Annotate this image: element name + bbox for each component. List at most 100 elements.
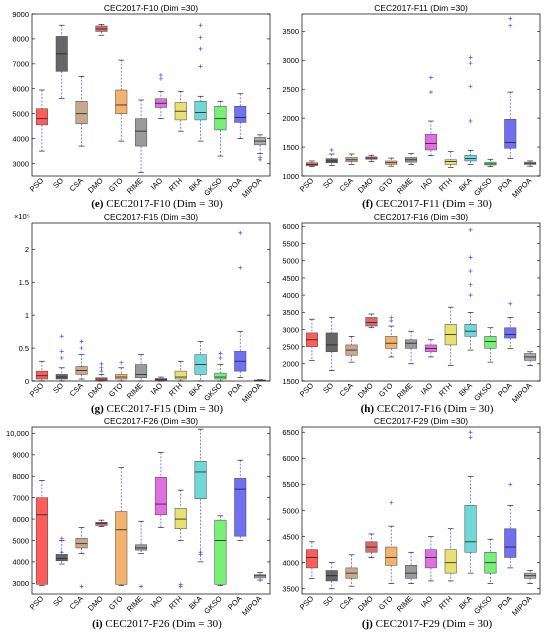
outlier-marker [158,73,163,78]
box-poa: POA [226,93,247,194]
x-tick-label: CSA [68,176,85,193]
box-iqr [194,100,207,121]
box-pso: PSO [28,480,48,612]
box-iqr [35,108,48,126]
outlier-marker [329,147,334,152]
panel-caption: (j) CEC2017-F29 (Dim = 30) [362,618,493,630]
box-bka: BKA [187,341,207,398]
x-tick-label: CSA [338,381,355,398]
box-iqr [444,549,457,574]
caption-letter: (e) [91,198,104,210]
x-tick-label: GKSO [202,381,224,403]
outlier-marker [198,64,203,69]
box-rth: RTH [437,151,457,193]
x-tick-label: PSO [28,594,46,612]
box-poa: POA [226,459,247,612]
box-pso: PSO [28,360,48,399]
x-tick-label: SO [51,381,65,395]
x-tick-label: BKA [457,594,474,611]
x-tick-label: BKA [457,176,474,193]
box-so: SO [51,536,68,608]
x-tick-label: MIPOA [240,176,263,199]
x-tick-label: RTH [167,381,184,398]
box-iqr [385,546,398,566]
plot-frame [301,426,541,595]
chart-title: CEC2017-F16 (Dim =30) [374,212,468,222]
x-tick-label: IAO [419,176,435,192]
outlier-marker [389,315,394,320]
y-tick-label: 3500 [282,27,299,36]
box-iqr [405,339,418,349]
outlier-marker [139,584,144,589]
x-tick-label: MIPOA [510,381,533,404]
x-tick-label: SO [51,594,65,608]
box-iqr [174,370,187,380]
x-tick-label: GTO [377,594,395,612]
box-pso: PSO [28,89,48,194]
box-pso: PSO [298,160,318,194]
box-iqr [75,100,88,124]
outlier-marker [508,23,513,28]
chart-title: CEC2017-F26 (Dim =30) [104,416,198,426]
panel-caption: (f) CEC2017-F11 (Dim = 30) [362,198,492,210]
caption-letter: (i) [92,618,103,630]
box-iqr [325,332,338,353]
box-iao: IAO [419,339,437,397]
box-rth: RTH [167,360,187,398]
box-iao: IAO [419,536,437,610]
outlier-marker [508,16,513,21]
caption-letter: (j) [362,618,373,630]
chart-title: CEC2017-F29 (Dim =30) [374,416,468,426]
outlier-marker [468,61,473,66]
box-poa: POA [226,230,247,399]
outlier-marker [468,269,473,274]
box-iqr [365,317,378,327]
box-rime: RIME [395,153,418,196]
outlier-marker [59,550,64,555]
box-csa: CSA [338,153,358,193]
plot-frame [301,13,541,177]
box-iqr [464,505,477,553]
box-csa: CSA [68,339,88,398]
x-tick-label: CSA [68,594,85,611]
box-gkso: GKSO [202,515,227,616]
plot-frame [31,222,271,382]
x-tick-label: BKA [187,176,204,193]
box-so: SO [321,147,338,190]
y-tick-label: 1500 [282,377,299,386]
box-gto: GTO [107,467,128,612]
box-dmo: DMO [356,313,378,400]
box-rime: RIME [395,330,418,401]
x-tick-label: RIME [395,176,415,196]
outlier-marker [79,584,84,589]
box-bka: BKA [457,227,477,398]
chart-panel-1: CEC2017-F10 (Dim =30) 3000 4000 5000 6000 700… [12,3,271,210]
box-pso: PSO [298,541,318,612]
outlier-marker [258,578,263,583]
box-iqr [254,574,267,579]
outlier-marker [59,334,64,339]
x-tick-label: DMO [86,381,105,400]
outlier-marker [389,318,394,323]
box-rime: RIME [395,551,418,614]
box-bka: BKA [457,430,477,611]
y-tick-label: 8000 [12,472,29,481]
box-rth: RTH [437,528,457,611]
x-tick-label: MIPOA [240,594,263,617]
outlier-marker [218,351,223,356]
x-tick-label: GKSO [202,594,224,616]
box-gkso: GKSO [472,158,497,198]
outlier-marker [468,84,473,89]
box-csa: CSA [68,527,88,611]
outlier-marker [468,255,473,260]
box-iqr [135,118,148,147]
outlier-marker [468,435,473,440]
box-iqr [135,364,148,378]
outlier-marker [218,355,223,360]
box-iqr [214,519,227,585]
box-iqr [234,105,247,123]
x-tick-label: RTH [437,594,454,611]
box-gto: GTO [377,500,398,612]
x-tick-label: GTO [107,176,125,194]
